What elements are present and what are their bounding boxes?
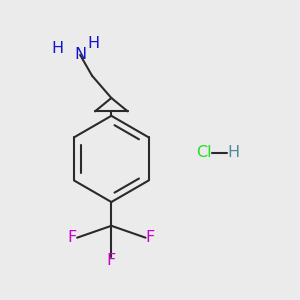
Text: N: N xyxy=(74,47,86,62)
Text: H: H xyxy=(52,41,64,56)
Text: F: F xyxy=(107,253,116,268)
Text: Cl: Cl xyxy=(196,146,211,160)
Text: H: H xyxy=(88,35,100,50)
Text: H: H xyxy=(227,146,239,160)
Text: F: F xyxy=(68,230,77,245)
Text: F: F xyxy=(146,230,155,245)
